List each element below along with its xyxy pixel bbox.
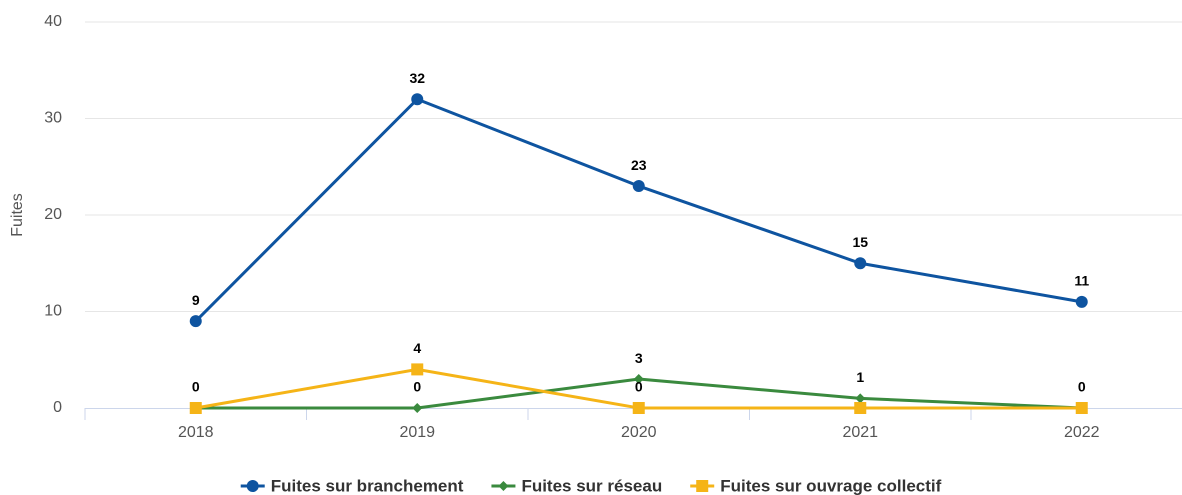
legend-label: Fuites sur réseau	[521, 476, 662, 495]
data-point	[855, 393, 866, 404]
data-label: 32	[409, 70, 425, 86]
data-label: 0	[413, 379, 421, 395]
data-point	[633, 374, 644, 385]
data-point	[412, 403, 423, 413]
legend-label: Fuites sur ouvrage collectif	[720, 476, 941, 495]
data-label: 0	[1078, 379, 1086, 395]
data-point	[632, 402, 645, 414]
x-tick-label: 2020	[621, 424, 657, 441]
data-point	[411, 93, 424, 106]
data-point	[632, 180, 645, 193]
legend-marker	[246, 480, 259, 492]
data-label: 9	[192, 292, 200, 308]
data-point	[854, 402, 867, 414]
y-axis-title: Fuites	[9, 193, 26, 237]
data-point	[1075, 402, 1088, 414]
data-point	[189, 402, 202, 414]
x-tick-label: 2019	[399, 424, 435, 441]
x-tick-label: 2022	[1064, 424, 1100, 441]
legend: Fuites sur branchement Fuites sur réseau F…	[240, 476, 942, 495]
data-point	[1075, 295, 1088, 308]
x-tick-label: 2018	[178, 424, 214, 441]
y-tick-label: 40	[44, 13, 62, 30]
y-tick-label: 0	[53, 399, 62, 416]
data-label: 23	[631, 157, 647, 173]
data-label: 4	[413, 340, 421, 356]
data-label: 0	[192, 379, 200, 395]
data-point	[189, 315, 202, 328]
x-tick-label: 2021	[842, 424, 878, 441]
legend-marker	[696, 480, 709, 492]
legend-marker	[498, 481, 509, 491]
y-tick-label: 10	[44, 303, 62, 320]
data-point	[411, 363, 424, 376]
data-label: 0	[635, 379, 643, 395]
data-label: 1	[856, 369, 864, 385]
data-point	[854, 257, 867, 270]
data-label: 3	[635, 350, 643, 366]
y-tick-label: 30	[44, 110, 62, 127]
series-line	[194, 97, 1083, 323]
legend-label: Fuites sur branchement	[271, 476, 464, 495]
y-tick-label: 20	[44, 206, 62, 223]
data-label: 15	[852, 234, 868, 250]
data-label: 11	[1074, 273, 1089, 289]
